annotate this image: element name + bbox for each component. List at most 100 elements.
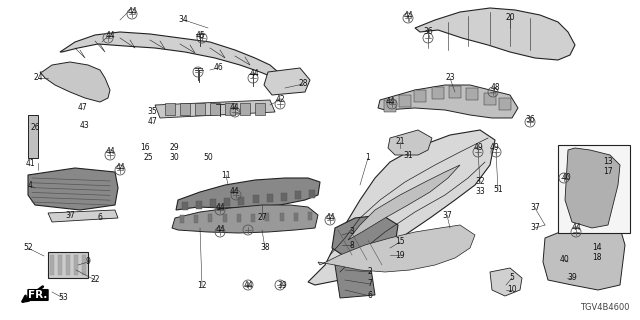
Text: TGV4B4600: TGV4B4600 xyxy=(580,303,630,312)
Text: 42: 42 xyxy=(275,95,285,105)
Text: 44: 44 xyxy=(385,98,395,107)
Text: 36: 36 xyxy=(423,28,433,36)
Polygon shape xyxy=(466,88,478,100)
Polygon shape xyxy=(60,32,278,78)
Text: 24: 24 xyxy=(33,74,43,83)
Text: 44: 44 xyxy=(572,223,582,233)
Text: 6: 6 xyxy=(97,213,102,222)
Text: 12: 12 xyxy=(197,282,207,291)
Text: 45: 45 xyxy=(195,30,205,39)
Polygon shape xyxy=(74,255,78,275)
Text: 39: 39 xyxy=(277,281,287,290)
Text: 44: 44 xyxy=(215,226,225,235)
Text: 29: 29 xyxy=(169,143,179,153)
Polygon shape xyxy=(281,193,287,201)
Polygon shape xyxy=(308,212,312,220)
Polygon shape xyxy=(172,205,318,233)
Text: 47: 47 xyxy=(147,117,157,126)
Text: 44: 44 xyxy=(243,281,253,290)
Text: 36: 36 xyxy=(525,116,535,124)
Polygon shape xyxy=(384,100,396,112)
Polygon shape xyxy=(308,130,495,285)
Text: 15: 15 xyxy=(395,237,405,246)
Text: 50: 50 xyxy=(203,154,213,163)
Text: 44: 44 xyxy=(105,148,115,156)
Text: 33: 33 xyxy=(475,188,485,196)
Text: 28: 28 xyxy=(298,78,308,87)
Polygon shape xyxy=(82,255,86,275)
Polygon shape xyxy=(180,103,190,115)
Polygon shape xyxy=(332,215,398,260)
Text: 44: 44 xyxy=(325,213,335,222)
Text: 10: 10 xyxy=(507,285,517,294)
Text: 7: 7 xyxy=(367,279,372,289)
Text: 47: 47 xyxy=(78,102,88,111)
Text: 37: 37 xyxy=(442,211,452,220)
Text: 46: 46 xyxy=(213,63,223,73)
Text: 19: 19 xyxy=(395,251,405,260)
Text: 22: 22 xyxy=(90,276,100,284)
Polygon shape xyxy=(253,195,259,203)
Text: 25: 25 xyxy=(143,154,153,163)
Polygon shape xyxy=(225,198,230,206)
Polygon shape xyxy=(155,100,275,118)
Text: 26: 26 xyxy=(30,124,40,132)
Polygon shape xyxy=(264,68,310,95)
Polygon shape xyxy=(210,103,220,115)
Polygon shape xyxy=(490,268,522,296)
Text: 20: 20 xyxy=(505,13,515,22)
Polygon shape xyxy=(195,103,205,115)
Text: 8: 8 xyxy=(349,241,355,250)
Polygon shape xyxy=(294,213,298,221)
Text: 49: 49 xyxy=(473,143,483,153)
Polygon shape xyxy=(348,165,460,240)
Polygon shape xyxy=(484,93,496,105)
Polygon shape xyxy=(565,148,620,228)
Polygon shape xyxy=(240,103,250,115)
Text: 31: 31 xyxy=(403,150,413,159)
Polygon shape xyxy=(251,213,255,221)
Text: 53: 53 xyxy=(58,293,68,302)
Polygon shape xyxy=(399,95,411,107)
Text: 48: 48 xyxy=(490,84,500,92)
Polygon shape xyxy=(182,202,188,210)
Text: FR.: FR. xyxy=(28,290,48,300)
Text: 3: 3 xyxy=(349,228,355,236)
Polygon shape xyxy=(28,115,38,158)
Text: 2: 2 xyxy=(367,268,372,276)
Text: 32: 32 xyxy=(475,178,485,187)
Text: 44: 44 xyxy=(229,103,239,113)
Polygon shape xyxy=(180,215,184,223)
Polygon shape xyxy=(267,194,273,202)
Text: 49: 49 xyxy=(490,143,500,153)
Text: 44: 44 xyxy=(215,204,225,212)
Polygon shape xyxy=(388,130,432,155)
Polygon shape xyxy=(50,255,54,275)
Polygon shape xyxy=(309,190,315,198)
Polygon shape xyxy=(48,210,118,222)
Polygon shape xyxy=(66,255,70,275)
Polygon shape xyxy=(196,201,202,209)
Text: 51: 51 xyxy=(493,186,503,195)
Text: 37: 37 xyxy=(65,211,75,220)
Text: 43: 43 xyxy=(79,121,89,130)
Polygon shape xyxy=(414,90,426,102)
Text: 13: 13 xyxy=(603,157,613,166)
Polygon shape xyxy=(378,85,518,118)
Polygon shape xyxy=(176,178,320,210)
Polygon shape xyxy=(225,103,235,115)
Text: 17: 17 xyxy=(603,167,613,177)
Polygon shape xyxy=(318,225,475,272)
Text: 5: 5 xyxy=(509,274,515,283)
Text: 6: 6 xyxy=(367,292,372,300)
Polygon shape xyxy=(48,252,88,278)
Polygon shape xyxy=(209,214,212,222)
Text: FR.: FR. xyxy=(28,290,48,300)
Polygon shape xyxy=(165,103,175,115)
Polygon shape xyxy=(237,214,241,222)
Text: 44: 44 xyxy=(230,188,240,196)
Text: 44: 44 xyxy=(403,11,413,20)
Text: 39: 39 xyxy=(567,274,577,283)
Text: 40: 40 xyxy=(562,173,572,182)
Text: 44: 44 xyxy=(115,164,125,172)
